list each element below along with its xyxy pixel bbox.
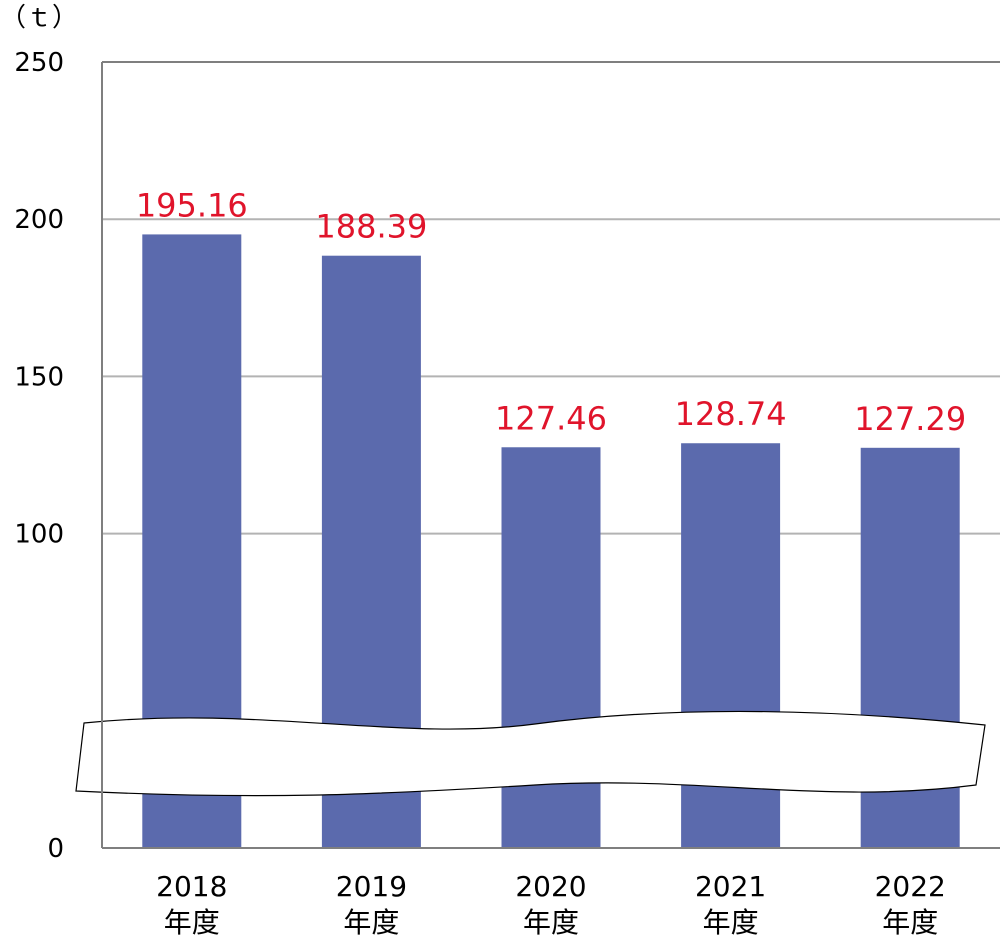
bar — [501, 447, 601, 848]
x-category-label: 2020 年度 — [515, 870, 586, 939]
y-unit-label: （ｔ） — [0, 3, 78, 33]
data-label: 195.16 — [136, 186, 248, 224]
y-tick-label: 250 — [14, 48, 64, 78]
data-labels: 195.16 188.39 127.46 128.74 127.29 — [136, 186, 966, 437]
axis-break — [75, 710, 986, 797]
y-tick-label: 0 — [47, 834, 64, 864]
x-category-labels: 2018 年度 2019 年度 2020 年度 2021 年度 2022 年度 — [156, 870, 946, 939]
y-tick-labels: 0 100 150 200 250 — [14, 48, 64, 864]
axis-break-band — [75, 710, 986, 797]
x-category-label: 2018 年度 — [156, 870, 227, 939]
y-tick-label: 200 — [14, 205, 64, 235]
data-label: 127.46 — [495, 399, 607, 437]
y-tick-label: 100 — [14, 520, 64, 550]
axes — [101, 61, 1000, 849]
x-category-label: 2022 年度 — [875, 870, 946, 939]
data-label: 128.74 — [675, 395, 787, 433]
data-label: 188.39 — [315, 208, 427, 246]
y-tick-label: 150 — [14, 362, 64, 392]
x-category-label: 2019 年度 — [336, 870, 407, 939]
x-category-label: 2021 年度 — [695, 870, 766, 939]
data-label: 127.29 — [854, 400, 966, 438]
